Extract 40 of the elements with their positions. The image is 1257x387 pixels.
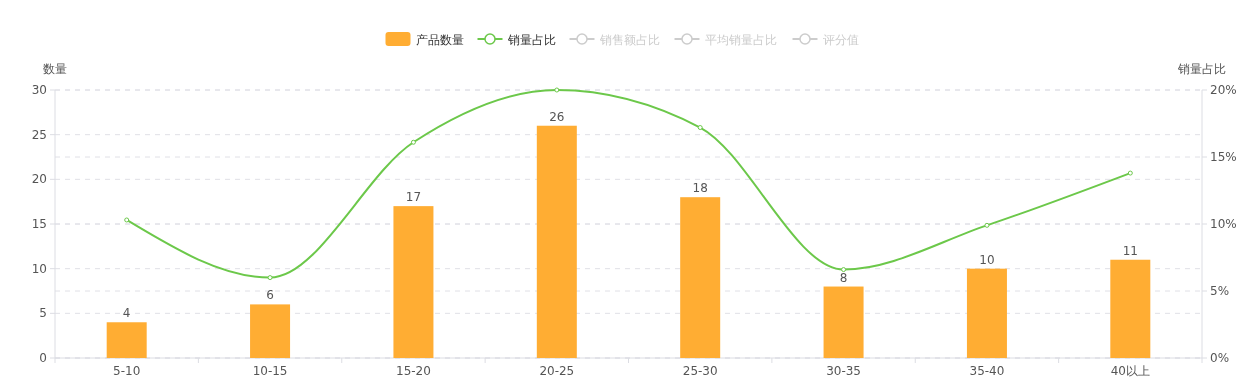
y-tick-label: 10 xyxy=(31,261,47,276)
data-label: 4 xyxy=(122,306,131,321)
bar xyxy=(106,322,147,358)
y-tick-label: 25 xyxy=(31,127,47,142)
y2-tick-label: 15% xyxy=(1210,150,1237,164)
x-tick-label: 20-25 xyxy=(539,364,575,378)
x-tick-label: 15-20 xyxy=(396,364,431,378)
x-tick-label: 5-10 xyxy=(113,364,141,378)
bar xyxy=(536,125,577,358)
y2-tick-label: 20% xyxy=(1210,83,1237,97)
bar xyxy=(823,286,864,358)
y2-axis-title: 销量占比 xyxy=(1177,62,1226,76)
y-tick-label: 0 xyxy=(39,351,47,365)
data-label: 26 xyxy=(549,109,565,124)
data-label: 11 xyxy=(1122,243,1138,258)
y-tick-label: 15 xyxy=(31,217,47,231)
y-tick-label: 30 xyxy=(31,83,47,97)
x-tick-label: 40以上 xyxy=(1110,364,1150,378)
legend-label: 销量占比 xyxy=(506,32,556,47)
data-label: 18 xyxy=(692,181,708,196)
data-label: 8 xyxy=(839,270,848,285)
data-label: 6 xyxy=(266,288,274,303)
bar xyxy=(966,268,1007,358)
bar xyxy=(393,206,434,358)
x-tick-label: 10-15 xyxy=(252,364,288,378)
data-label: 10 xyxy=(979,252,995,267)
legend-label: 产品数量 xyxy=(415,32,464,47)
bar xyxy=(1110,259,1151,358)
data-label: 17 xyxy=(405,190,422,205)
y2-tick-label: 5% xyxy=(1210,284,1230,298)
y-axis-title: 数量 xyxy=(43,62,67,76)
bar xyxy=(680,197,721,358)
y2-tick-label: 0% xyxy=(1210,351,1230,365)
x-tick-label: 25-30 xyxy=(682,364,718,378)
y-tick-label: 20 xyxy=(31,172,47,187)
y2-tick-label: 10% xyxy=(1210,217,1237,231)
bar xyxy=(250,304,291,358)
x-tick-label: 35-40 xyxy=(969,364,1005,378)
y-tick-label: 5 xyxy=(39,306,47,321)
x-tick-label: 30-35 xyxy=(826,364,861,378)
